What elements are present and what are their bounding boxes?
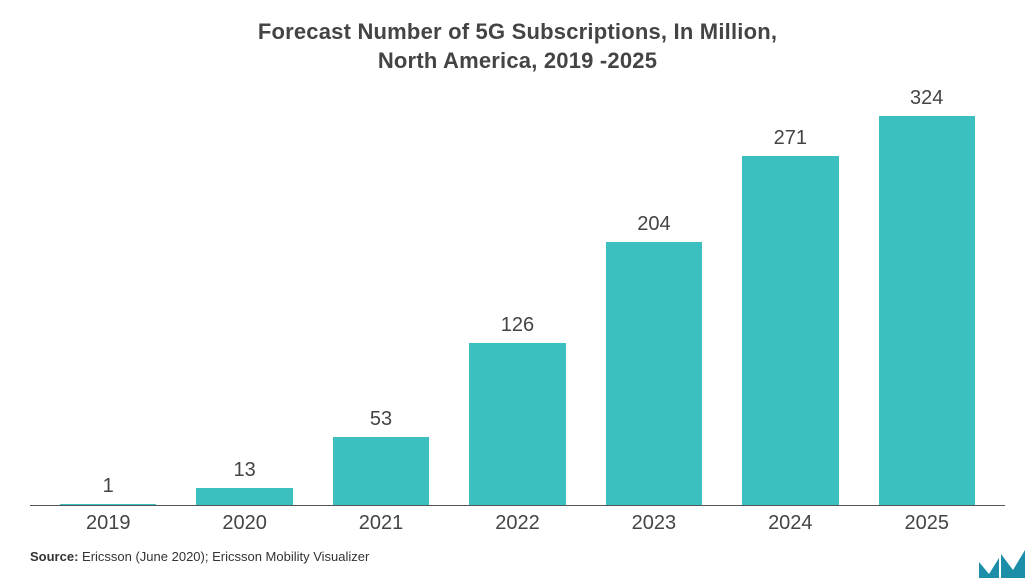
bar [60,504,156,505]
bar-slot: 13 [176,87,312,505]
chart-title: Forecast Number of 5G Subscriptions, In … [30,18,1005,75]
bar-slot: 126 [449,87,585,505]
source-text: Ericsson (June 2020); Ericsson Mobility … [78,549,369,564]
x-axis-tick: 2022 [449,512,585,535]
plot-area: 1 13 53 126 204 271 324 [30,87,1005,506]
bar-value-label: 13 [234,459,256,482]
title-line-1: Forecast Number of 5G Subscriptions, In … [258,19,777,44]
x-axis-tick: 2025 [859,512,995,535]
bar [742,156,838,505]
bar [469,343,565,505]
title-line-2: North America, 2019 -2025 [378,48,657,73]
bar [606,242,702,505]
chart-container: Forecast Number of 5G Subscriptions, In … [0,0,1035,584]
bar-value-label: 1 [103,475,114,498]
bar-value-label: 126 [501,314,534,337]
bar [196,488,292,505]
bar-slot: 324 [859,87,995,505]
bar [333,437,429,505]
bar-value-label: 53 [370,408,392,431]
bar-value-label: 204 [637,213,670,236]
x-axis-tick: 2020 [176,512,312,535]
bar-slot: 1 [40,87,176,505]
x-axis-tick: 2024 [722,512,858,535]
bar-slot: 271 [722,87,858,505]
source-prefix: Source: [30,549,78,564]
mi-logo-icon [979,550,1027,578]
bar-slot: 53 [313,87,449,505]
x-axis: 2019202020212022202320242025 [30,506,1005,535]
source-attribution: Source: Ericsson (June 2020); Ericsson M… [30,549,1005,564]
bar-value-label: 271 [774,127,807,150]
x-axis-tick: 2021 [313,512,449,535]
bar [879,116,975,505]
x-axis-tick: 2023 [586,512,722,535]
bar-value-label: 324 [910,87,943,110]
x-axis-tick: 2019 [40,512,176,535]
bar-slot: 204 [586,87,722,505]
